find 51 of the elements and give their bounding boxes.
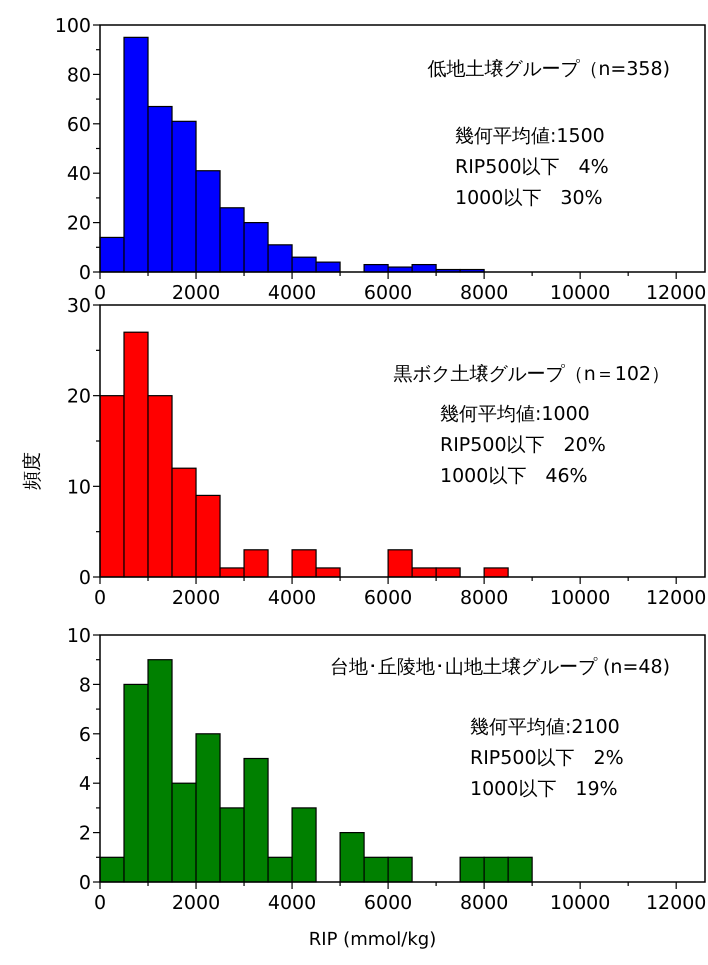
y-tick-label: 40	[66, 163, 91, 186]
x-tick-label: 12000	[646, 282, 706, 304]
annotation: 幾何平均値:1000	[440, 403, 590, 425]
y-tick-label: 30	[66, 295, 91, 317]
x-tick-label: 2000	[172, 587, 220, 609]
y-tick-label: 20	[66, 386, 91, 408]
text: 低地土壌グループ（n=358)	[427, 58, 670, 80]
x-tick-label: 12000	[646, 587, 706, 609]
y-tick-label: 10	[66, 625, 91, 647]
text: 台地･丘陵地･山地土壌グループ (n=48)	[330, 656, 670, 678]
annotation: 1000以下 19%	[470, 778, 618, 800]
annotation: RIP500以下 20%	[440, 434, 606, 456]
x-tick-label: 0	[94, 892, 106, 914]
x-tick-label: 4000	[268, 587, 316, 609]
annotation: RIP500以下 4%	[455, 156, 609, 178]
x-tick-label: 8000	[460, 282, 508, 304]
annotation: 1000以下 30%	[455, 187, 603, 209]
x-tick-label: 8000	[460, 587, 508, 609]
x-tick-label: 10000	[550, 892, 610, 914]
x-tick-label: 8000	[460, 892, 508, 914]
annotation: 幾何平均値:2100	[470, 716, 620, 738]
x-tick-label: 12000	[646, 892, 706, 914]
y-tick-label: 80	[66, 64, 91, 86]
y-tick-label: 0	[78, 262, 91, 284]
y-tick-label: 4	[78, 773, 91, 796]
x-tick-label: 4000	[268, 892, 316, 914]
y-tick-label: 60	[66, 114, 91, 136]
y-axis-title: 頻度	[21, 452, 43, 490]
y-tick-label: 0	[78, 872, 91, 894]
y-tick-label: 2	[78, 822, 91, 845]
y-tick-label: 8	[78, 674, 91, 696]
x-tick-label: 6000	[364, 892, 412, 914]
x-tick-label: 10000	[550, 587, 610, 609]
y-tick-label: 20	[66, 212, 91, 235]
x-tick-label: 10000	[550, 282, 610, 304]
text: 黒ボク土壌グループ（n＝102）	[394, 363, 670, 385]
y-tick-label: 6	[78, 724, 91, 746]
y-tick-label: 100	[54, 15, 91, 37]
annotation: 幾何平均値:1500	[455, 125, 605, 147]
y-tick-label: 10	[66, 476, 91, 498]
annotation: RIP500以下 2%	[470, 747, 624, 769]
x-tick-label: 6000	[364, 282, 412, 304]
x-tick-label: 6000	[364, 587, 412, 609]
annotation: 1000以下 46%	[440, 465, 588, 487]
x-axis-title: RIP (mmol/kg)	[308, 929, 436, 950]
x-tick-label: 2000	[172, 892, 220, 914]
x-tick-label: 2000	[172, 282, 220, 304]
x-tick-label: 4000	[268, 282, 316, 304]
y-tick-label: 0	[78, 567, 91, 589]
x-tick-label: 0	[94, 587, 106, 609]
x-tick-label: 0	[94, 282, 106, 304]
